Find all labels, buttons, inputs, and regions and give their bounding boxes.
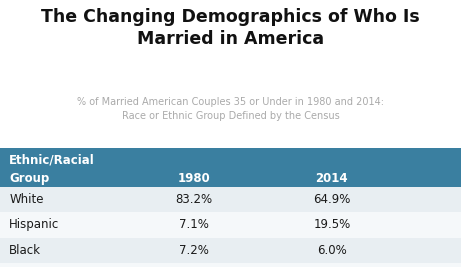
Bar xyxy=(0,238,461,263)
Text: 83.2%: 83.2% xyxy=(175,193,212,206)
Text: The Changing Demographics of Who Is
Married in America: The Changing Demographics of Who Is Marr… xyxy=(41,8,420,48)
Text: White: White xyxy=(9,193,44,206)
Bar xyxy=(0,212,461,238)
Text: Ethnic/Racial: Ethnic/Racial xyxy=(9,154,95,167)
Bar xyxy=(0,187,461,212)
Text: % of Married American Couples 35 or Under in 1980 and 2014:
Race or Ethnic Group: % of Married American Couples 35 or Unde… xyxy=(77,97,384,121)
Bar xyxy=(0,148,461,187)
Text: 7.2%: 7.2% xyxy=(179,244,208,257)
Text: 2014: 2014 xyxy=(316,172,348,185)
Bar xyxy=(0,263,461,267)
Text: 19.5%: 19.5% xyxy=(313,218,350,231)
Text: 6.0%: 6.0% xyxy=(317,244,347,257)
Text: 7.1%: 7.1% xyxy=(179,218,208,231)
Text: Group: Group xyxy=(9,172,49,185)
Text: Black: Black xyxy=(9,244,41,257)
Text: Hispanic: Hispanic xyxy=(9,218,59,231)
Text: 64.9%: 64.9% xyxy=(313,193,351,206)
Text: 1980: 1980 xyxy=(177,172,210,185)
